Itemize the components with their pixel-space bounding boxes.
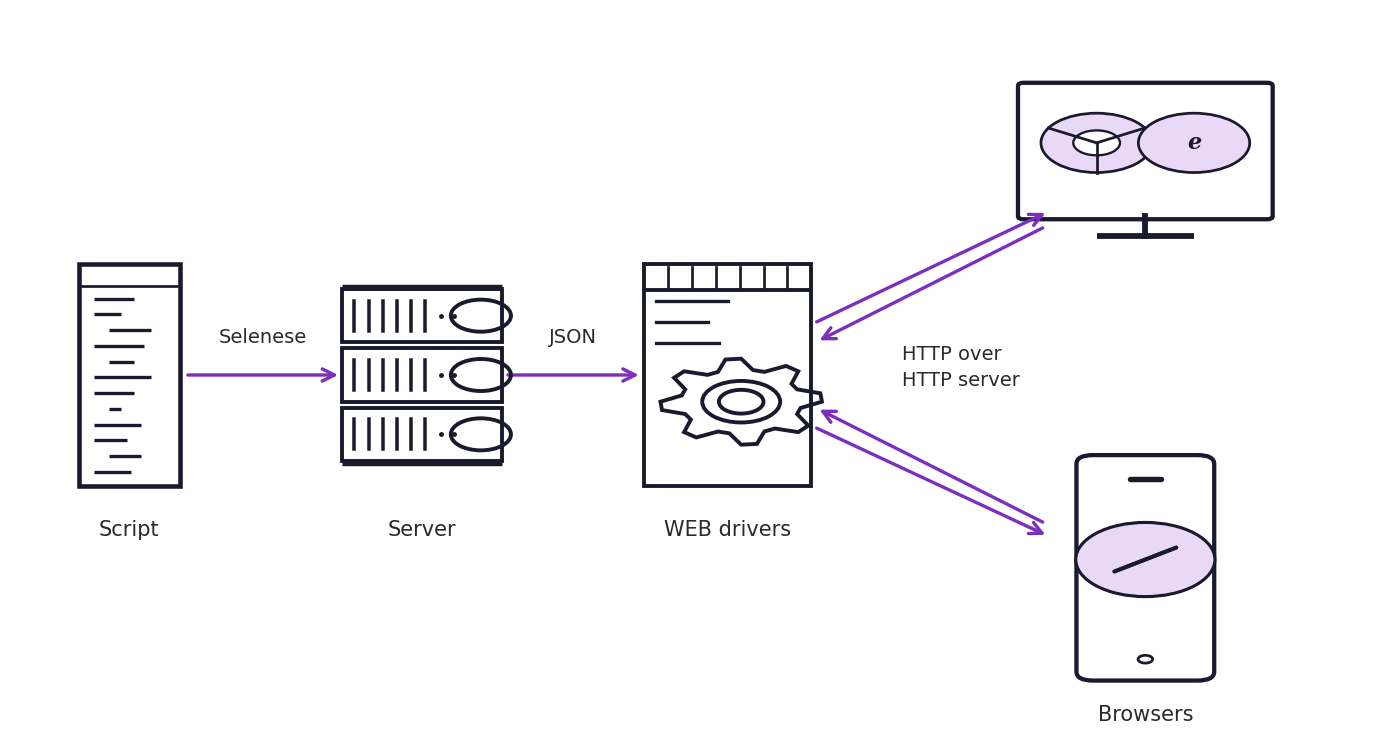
FancyBboxPatch shape [342, 289, 501, 342]
Text: HTTP over
HTTP server: HTTP over HTTP server [902, 345, 1019, 390]
FancyBboxPatch shape [342, 408, 501, 461]
FancyBboxPatch shape [80, 264, 179, 486]
Text: WEB drivers: WEB drivers [664, 520, 791, 540]
Circle shape [1138, 113, 1250, 172]
FancyBboxPatch shape [644, 264, 812, 486]
Circle shape [1075, 523, 1215, 596]
FancyBboxPatch shape [342, 348, 501, 402]
FancyBboxPatch shape [1077, 455, 1214, 680]
Circle shape [1042, 113, 1152, 172]
Circle shape [1074, 130, 1120, 155]
Text: Browsers: Browsers [1098, 705, 1193, 725]
Text: Server: Server [388, 520, 456, 540]
Text: e: e [1187, 132, 1201, 154]
FancyBboxPatch shape [1018, 82, 1273, 219]
Text: Script: Script [99, 520, 160, 540]
Text: JSON: JSON [549, 328, 598, 346]
Text: Selenese: Selenese [218, 328, 307, 346]
